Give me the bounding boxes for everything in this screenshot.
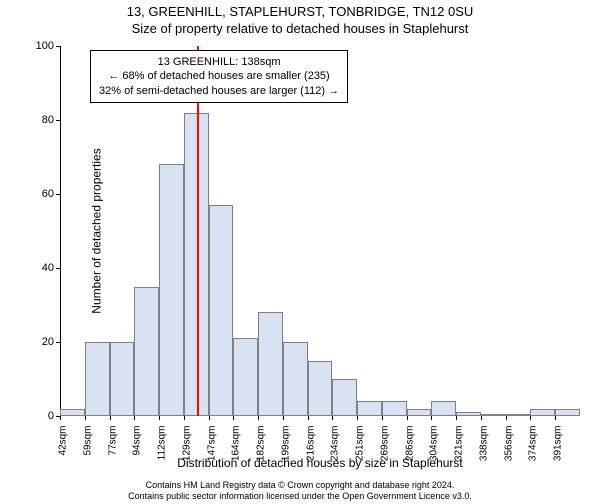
histogram-bar	[283, 342, 308, 416]
x-tick-label: 356sqm	[503, 426, 514, 466]
x-tick	[431, 416, 432, 420]
y-tick-label: 0	[48, 410, 54, 422]
x-tick-label: 251sqm	[355, 426, 366, 466]
x-tick	[283, 416, 284, 420]
x-tick-label: 269sqm	[379, 426, 390, 466]
x-tick	[184, 416, 185, 420]
x-tick	[357, 416, 358, 420]
x-tick	[60, 416, 61, 420]
x-tick-label: 304sqm	[429, 426, 440, 466]
histogram-bar	[209, 205, 234, 416]
x-tick	[308, 416, 309, 420]
y-tick	[56, 46, 60, 47]
annotation-line3: 32% of semi-detached houses are larger (…	[99, 84, 339, 98]
histogram-bar	[134, 287, 159, 417]
x-tick	[258, 416, 259, 420]
x-tick-label: 199sqm	[280, 426, 291, 466]
y-tick-label: 40	[42, 262, 54, 274]
histogram-bar	[258, 312, 283, 416]
histogram-bar	[357, 401, 382, 416]
x-tick-label: 147sqm	[206, 426, 217, 466]
x-tick-label: 129sqm	[181, 426, 192, 466]
x-tick-label: 164sqm	[231, 426, 242, 466]
x-tick	[332, 416, 333, 420]
y-tick	[56, 120, 60, 121]
x-tick	[233, 416, 234, 420]
y-tick	[56, 268, 60, 269]
x-tick-label: 94sqm	[132, 426, 143, 466]
y-tick	[56, 342, 60, 343]
x-tick	[159, 416, 160, 420]
histogram-bar	[481, 414, 506, 416]
y-tick-label: 60	[42, 188, 54, 200]
annotation-box: 13 GREENHILL: 138sqm← 68% of detached ho…	[90, 50, 348, 103]
x-tick-label: 338sqm	[478, 426, 489, 466]
x-tick-label: 321sqm	[454, 426, 465, 466]
y-tick-label: 80	[42, 114, 54, 126]
y-axis-line	[60, 46, 61, 416]
histogram-bar	[530, 409, 555, 416]
x-tick	[85, 416, 86, 420]
histogram-bar	[456, 412, 481, 416]
histogram-bar	[308, 361, 333, 417]
histogram-bar	[85, 342, 110, 416]
x-tick	[110, 416, 111, 420]
x-tick	[134, 416, 135, 420]
x-tick-label: 216sqm	[305, 426, 316, 466]
footer-line1: Contains HM Land Registry data © Crown c…	[128, 480, 472, 491]
x-tick-label: 77sqm	[107, 426, 118, 466]
x-tick	[407, 416, 408, 420]
histogram-bar	[382, 401, 407, 416]
x-tick-label: 42sqm	[58, 426, 69, 466]
x-tick-label: 374sqm	[528, 426, 539, 466]
x-tick-label: 112sqm	[157, 426, 168, 466]
x-tick-label: 234sqm	[330, 426, 341, 466]
x-tick	[481, 416, 482, 420]
x-tick	[209, 416, 210, 420]
chart-title-subtitle: Size of property relative to detached ho…	[0, 21, 600, 36]
x-tick	[555, 416, 556, 420]
x-tick	[530, 416, 531, 420]
x-tick-label: 391sqm	[553, 426, 564, 466]
x-tick	[456, 416, 457, 420]
histogram-bar	[159, 164, 184, 416]
x-tick-label: 286sqm	[404, 426, 415, 466]
histogram-bar	[506, 414, 531, 416]
x-tick	[382, 416, 383, 420]
histogram-bar	[332, 379, 357, 416]
x-tick	[506, 416, 507, 420]
histogram-bar	[110, 342, 135, 416]
histogram-bar	[407, 409, 432, 416]
x-tick-label: 182sqm	[256, 426, 267, 466]
annotation-line2: ← 68% of detached houses are smaller (23…	[99, 69, 339, 83]
y-tick-label: 100	[36, 40, 54, 52]
histogram-bar	[233, 338, 258, 416]
footer-line2: Contains public sector information licen…	[128, 491, 472, 502]
x-tick-label: 59sqm	[82, 426, 93, 466]
histogram-bar	[60, 409, 85, 416]
annotation-line1: 13 GREENHILL: 138sqm	[99, 55, 339, 69]
histogram-bar	[431, 401, 456, 416]
y-tick	[56, 194, 60, 195]
y-tick-label: 20	[42, 336, 54, 348]
x-axis-label: Distribution of detached houses by size …	[177, 456, 463, 470]
histogram-bar	[555, 409, 580, 416]
chart-plot-area: Number of detached properties Distributi…	[60, 46, 580, 416]
footer-attribution: Contains HM Land Registry data © Crown c…	[128, 480, 472, 502]
chart-title-address: 13, GREENHILL, STAPLEHURST, TONBRIDGE, T…	[0, 4, 600, 19]
